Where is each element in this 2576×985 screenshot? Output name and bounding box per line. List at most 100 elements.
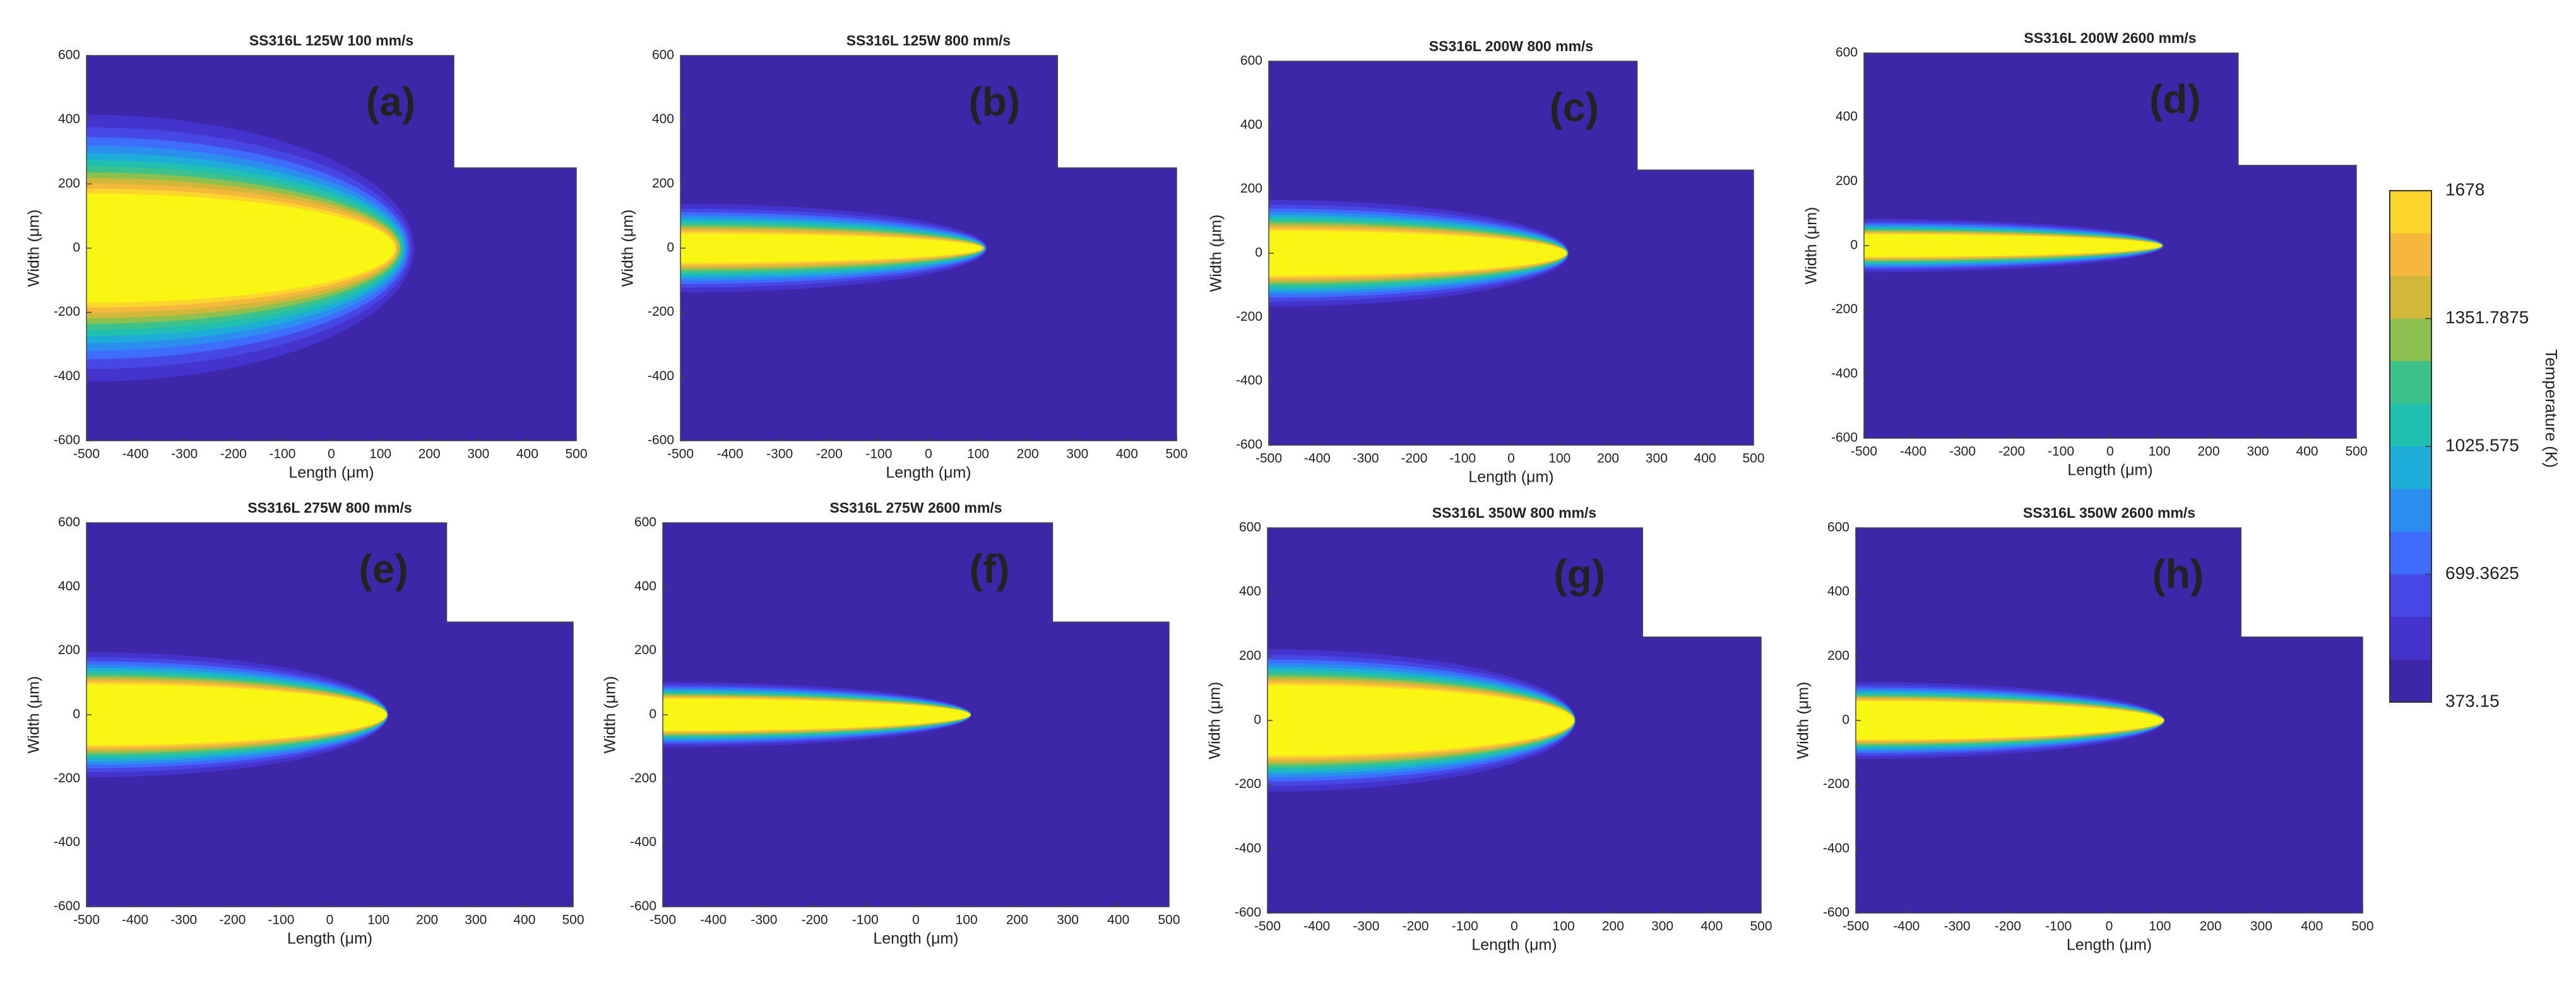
x-tick-label: 0 <box>925 447 932 462</box>
panel-f: -500 -400 -300 -200 -100 0 100 200 300 400 500 600 4… <box>602 499 1180 948</box>
colorbar: 1678 1351.7875 1025.575 699.3625 373.15 Tempe… <box>2389 179 2561 710</box>
x-tick-label: 0 <box>1511 919 1518 934</box>
colorbar-tick-label: 699.3625 <box>2445 563 2519 583</box>
y-tick-label: 200 <box>58 643 80 657</box>
x-tick-label: 300 <box>1651 919 1673 934</box>
x-axis-label: Length (μm) <box>886 464 971 482</box>
y-tick-label: -400 <box>1831 366 1858 381</box>
x-tick-label: 0 <box>2106 919 2113 934</box>
y-tick-label: 600 <box>652 48 674 63</box>
x-tick-label: 100 <box>2148 445 2170 459</box>
y-tick-label: -600 <box>630 899 656 914</box>
x-tick-label: -500 <box>667 447 694 462</box>
panel-title: SS316L 200W 2600 mm/s <box>2024 30 2196 46</box>
y-tick-label: 400 <box>58 579 80 594</box>
x-tick-label: -400 <box>700 913 727 928</box>
panel-letter-label: (d) <box>2149 76 2201 122</box>
colorbar-gradient <box>2389 190 2432 703</box>
x-tick-label: -500 <box>73 913 100 928</box>
y-tick-label: 200 <box>634 643 656 657</box>
y-tick-label: 400 <box>1836 109 1858 124</box>
y-tick-label: 600 <box>634 515 656 530</box>
y-tick-label: -400 <box>1823 841 1849 856</box>
x-tick-label: -400 <box>122 447 149 462</box>
panel-title: SS316L 350W 2600 mm/s <box>2023 504 2195 521</box>
y-tick-label: -200 <box>1823 777 1849 791</box>
x-tick-label: 300 <box>465 913 487 928</box>
colorbar-tick-label: 1025.575 <box>2445 435 2519 455</box>
colorbar-label: Temperature (K) <box>2542 349 2561 468</box>
x-tick-label: -300 <box>1949 445 1976 459</box>
y-tick-label: -400 <box>1235 841 1261 856</box>
x-tick-label: 500 <box>1165 447 1187 462</box>
x-tick-label: -200 <box>1998 445 2025 459</box>
x-tick-label: -200 <box>816 447 843 462</box>
x-tick-label: -200 <box>1995 919 2021 934</box>
colorbar-tick-label: 373.15 <box>2445 691 2500 710</box>
x-tick-label: -300 <box>1944 919 1971 934</box>
y-tick-label: 400 <box>652 112 674 126</box>
y-tick-label: -400 <box>630 835 656 849</box>
x-tick-label: 400 <box>516 447 538 462</box>
x-tick-label: 100 <box>1553 919 1575 934</box>
y-tick-label: -200 <box>648 304 674 319</box>
y-tick-label: -600 <box>1831 431 1858 445</box>
y-tick-label: -200 <box>54 771 80 785</box>
x-tick-label: -300 <box>1353 451 1379 466</box>
temperature-contours <box>1269 200 1569 307</box>
temperature-contours <box>1864 218 2164 273</box>
panel-letter-label: (g) <box>1553 551 1605 597</box>
x-tick-label: 400 <box>1694 451 1716 466</box>
x-tick-label: 0 <box>1507 451 1515 466</box>
contour-level-12 <box>86 684 387 746</box>
y-tick-label: 400 <box>58 112 80 126</box>
x-tick-label: -100 <box>1449 451 1476 466</box>
y-tick-label: 400 <box>1827 584 1849 599</box>
temperature-contours <box>680 203 987 293</box>
x-tick-label: 0 <box>326 913 334 928</box>
y-tick-label: 200 <box>1836 174 1858 188</box>
panel-letter-label: (c) <box>1550 85 1599 130</box>
x-tick-label: 400 <box>2301 919 2323 934</box>
x-tick-label: -300 <box>751 913 777 928</box>
y-tick-label: 200 <box>652 176 674 191</box>
x-tick-label: -100 <box>2048 445 2074 459</box>
y-tick-label: 0 <box>1842 713 1849 727</box>
x-tick-label: -500 <box>73 447 100 462</box>
x-tick-label: 300 <box>467 447 489 462</box>
y-tick-label: -400 <box>54 835 80 849</box>
y-tick-label: -600 <box>1823 905 1849 920</box>
y-tick-label: 0 <box>649 707 656 722</box>
x-tick-label: 200 <box>418 447 441 462</box>
x-tick-label: 0 <box>2106 445 2114 459</box>
x-tick-label: 100 <box>367 913 389 928</box>
y-axis-label: Width (μm) <box>25 210 43 287</box>
x-tick-label: 200 <box>2200 919 2222 934</box>
y-axis-label: Width (μm) <box>1803 207 1820 285</box>
y-tick-label: 400 <box>634 579 656 594</box>
panel-title: SS316L 275W 800 mm/s <box>247 499 412 516</box>
x-axis-label: Length (μm) <box>1471 936 1557 954</box>
x-tick-label: -500 <box>1255 451 1282 466</box>
x-tick-label: 500 <box>1742 451 1764 466</box>
x-tick-label: 400 <box>1701 919 1723 934</box>
x-tick-label: -100 <box>852 913 879 928</box>
x-tick-label: -100 <box>269 447 295 462</box>
y-tick-label: -600 <box>1236 438 1262 452</box>
x-tick-label: 0 <box>912 913 920 928</box>
panel-h: -500 -400 -300 -200 -100 0 100 200 300 400 500 600 4… <box>1795 504 2374 954</box>
x-tick-label: 500 <box>1750 919 1772 934</box>
panel-c: -500 -400 -300 -200 -100 0 100 200 300 400 500 600 4… <box>1208 38 1765 486</box>
x-tick-label: 300 <box>1646 451 1668 466</box>
y-tick-label: 200 <box>1239 648 1261 663</box>
y-tick-label: -400 <box>648 369 674 383</box>
x-tick-label: -300 <box>171 447 198 462</box>
panel-b: -500 -400 -300 -200 -100 0 100 200 300 400 500 600 4… <box>619 32 1188 482</box>
x-tick-label: -400 <box>1303 919 1330 934</box>
x-tick-label: 100 <box>369 447 391 462</box>
x-tick-label: 200 <box>2197 445 2219 459</box>
y-tick-label: 600 <box>58 48 80 63</box>
x-tick-label: -400 <box>122 913 148 928</box>
colorbar-tick-label: 1351.7875 <box>2445 307 2529 327</box>
